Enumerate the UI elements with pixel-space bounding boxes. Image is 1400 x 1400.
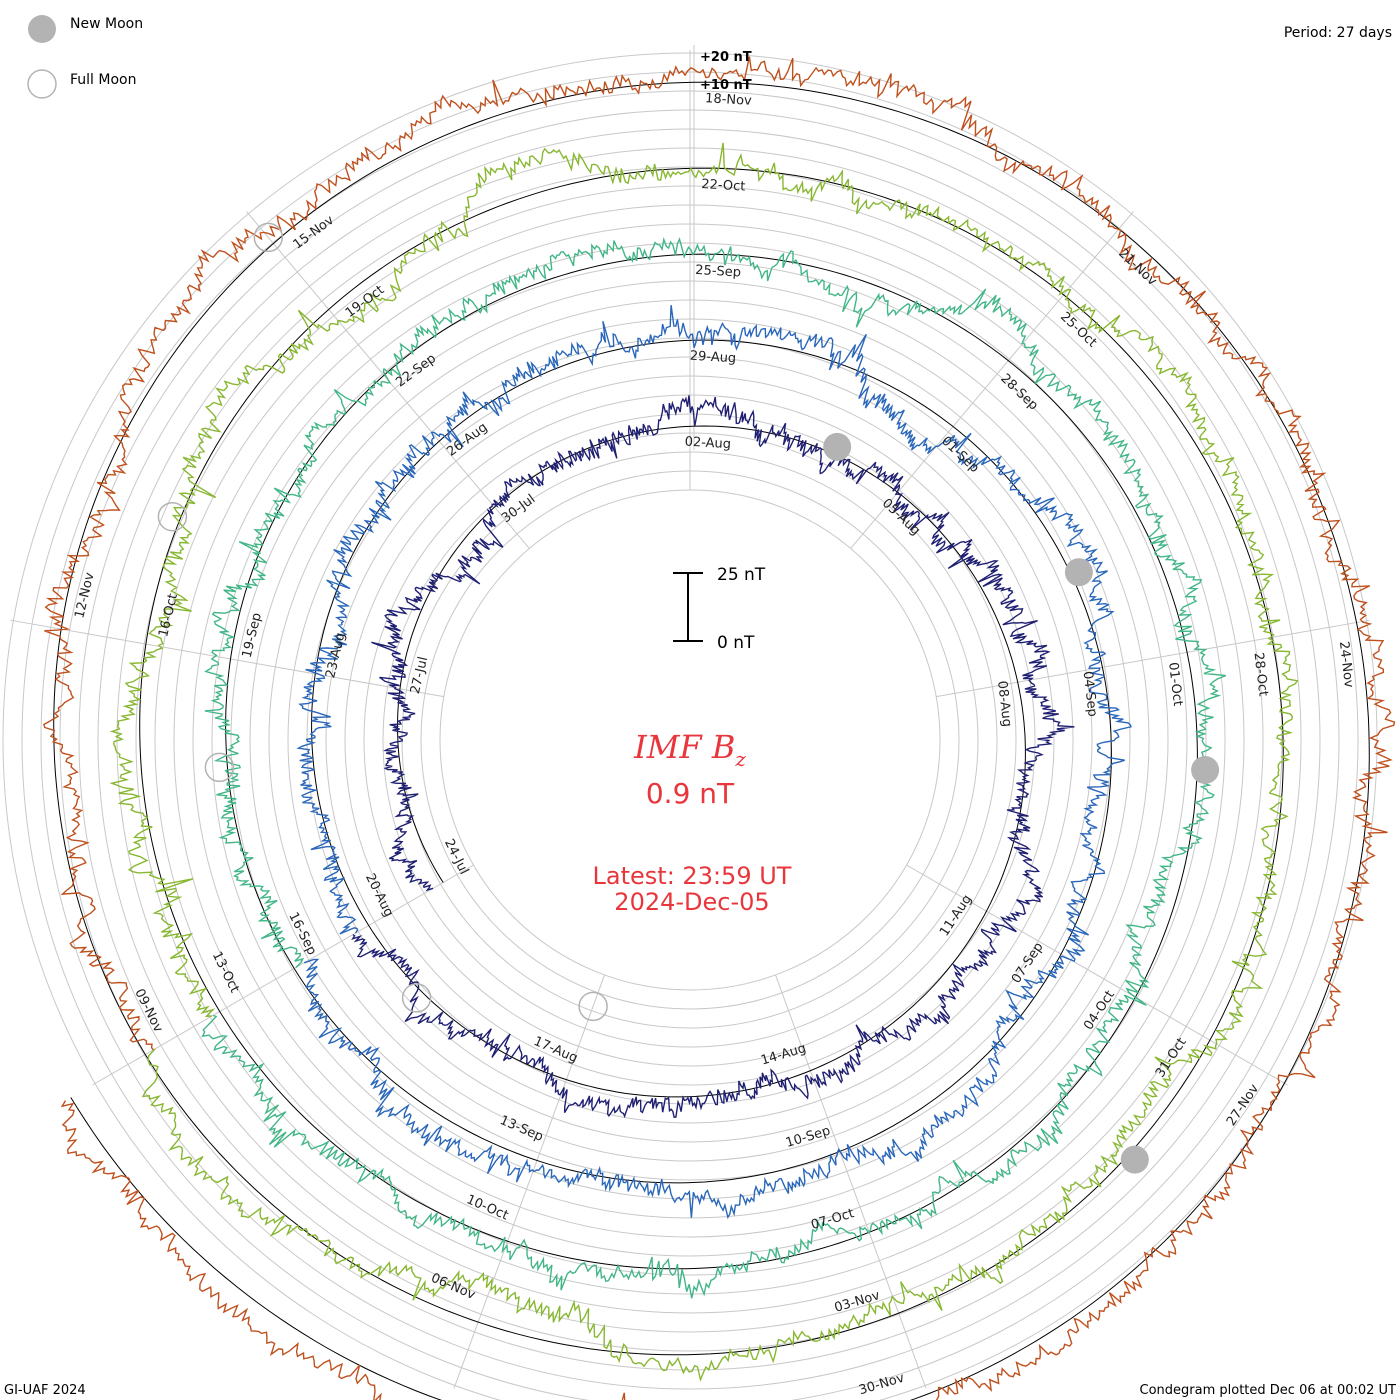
date-label: 16-Sep: [285, 910, 319, 958]
new-moon-marker-2: [1191, 756, 1220, 784]
new-moon-icon: [28, 15, 56, 43]
legend: New Moon Full Moon: [27, 15, 143, 99]
date-label: 16-Oct: [156, 592, 181, 638]
bz-trace-rev-2: [296, 305, 1132, 1220]
full-moon-marker-4: [253, 222, 284, 253]
date-label: 17-Aug: [531, 1034, 579, 1066]
footer-plotted: Condegram plotted Dec 06 at 00:02 UT: [1140, 1383, 1397, 1398]
bz-trace-rev-4: [109, 142, 1299, 1382]
baseline-spiral: [53, 81, 1370, 1400]
date-label: 24-Nov: [1336, 640, 1356, 688]
date-label: 06-Nov: [429, 1271, 478, 1303]
date-label: 22-Sep: [393, 351, 439, 390]
date-label: 18-Nov: [705, 91, 753, 109]
ref-label-10: +10 nT: [700, 78, 752, 93]
center-annotation: IMF Bz 0.9 nT Latest: 23:59 UT 2024-Dec-…: [593, 728, 792, 916]
date-label: 09-Nov: [131, 987, 165, 1036]
date-label: 28-Sep: [997, 371, 1041, 413]
date-label: 08-Aug: [994, 680, 1014, 728]
date-label: 01-Sep: [938, 434, 982, 476]
full-moon-marker-0: [578, 991, 608, 1022]
full-moon-marker-1: [401, 983, 432, 1013]
date-label: 22-Oct: [701, 177, 746, 195]
ref-label-20: +20 nT: [700, 50, 752, 65]
date-label: 01-Oct: [1165, 661, 1185, 707]
date-label: 21-Nov: [1115, 246, 1159, 289]
baseline-spiral-path: [53, 81, 1370, 1400]
date-label: 12-Nov: [72, 571, 97, 620]
date-label: 27-Jul: [408, 655, 431, 695]
radial-spoke: [775, 974, 927, 1389]
date-label: 25-Sep: [695, 263, 742, 281]
date-label: 13-Oct: [209, 949, 242, 995]
moon-markers: [157, 222, 1220, 1174]
date-label: 11-Aug: [937, 892, 975, 939]
date-label: 24-Jul: [441, 837, 471, 877]
period-label: Period: 27 days: [1284, 25, 1392, 41]
radial-spoke: [906, 864, 1288, 1086]
title-main: IMF B: [633, 728, 735, 766]
date-label: 04-Sep: [1080, 670, 1100, 717]
new-moon-marker-0: [823, 432, 852, 461]
date-label: 20-Aug: [362, 871, 396, 919]
date-label: 27-Nov: [1224, 1081, 1262, 1128]
new-moon-marker-3: [1120, 1145, 1149, 1174]
full-moon-marker-2: [204, 752, 235, 783]
new-moon-label: New Moon: [70, 16, 143, 32]
date-label: 13-Sep: [497, 1113, 545, 1145]
radial-spoke: [453, 974, 605, 1389]
data-traces: [43, 56, 1396, 1400]
bz-trace-rev-3: [201, 236, 1227, 1299]
date-label: 04-Oct: [1081, 988, 1118, 1033]
date-label: 14-Aug: [759, 1041, 808, 1069]
date-label: 28-Oct: [1250, 652, 1270, 698]
radial-spoke: [10, 619, 444, 698]
center-title: IMF Bz: [633, 728, 746, 771]
radial-spoke: [850, 211, 1134, 549]
date-label: 10-Sep: [784, 1124, 832, 1151]
bz-trace-rev-1: [351, 395, 1075, 1119]
full-moon-icon: [27, 69, 57, 99]
radial-spoke: [936, 619, 1370, 698]
center-value: 0.9 nT: [646, 777, 735, 810]
latest-time: Latest: 23:59 UT: [593, 862, 792, 890]
scale-top-label: 25 nT: [717, 565, 766, 585]
date-label: 10-Oct: [464, 1192, 510, 1223]
new-moon-marker-1: [1064, 558, 1093, 587]
scale-bar: 25 nT 0 nT: [673, 565, 766, 653]
title-subscript: z: [734, 747, 746, 771]
full-moon-label: Full Moon: [70, 72, 136, 88]
latest-date: 2024-Dec-05: [614, 888, 769, 916]
date-label: 02-Aug: [684, 435, 731, 453]
full-moon-marker-3: [157, 501, 188, 532]
radial-spoke: [92, 864, 474, 1086]
bz-trace-rev-5: [43, 56, 1396, 1400]
date-label: 29-Aug: [689, 349, 736, 367]
radial-spokes: [10, 45, 1370, 1389]
scale-bottom-label: 0 nT: [717, 633, 755, 653]
footer-credit: GI-UAF 2024: [4, 1383, 86, 1398]
